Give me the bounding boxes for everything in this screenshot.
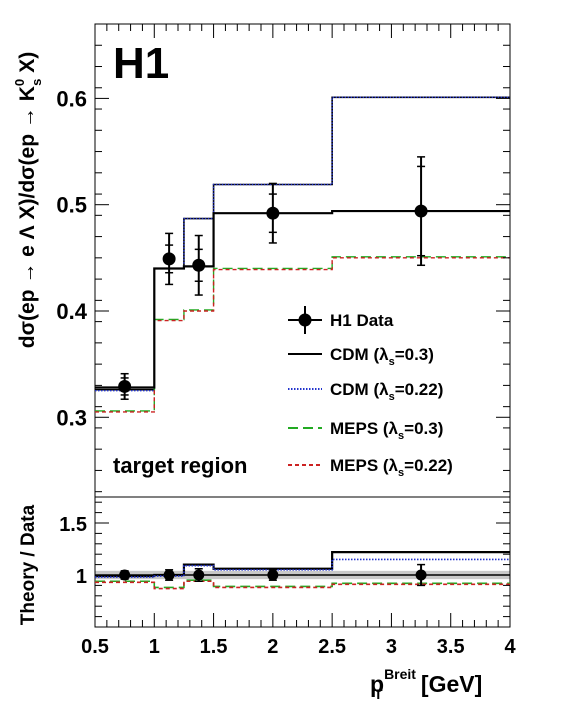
bottom-panel-frame — [94, 496, 511, 628]
top-y-label-suffix: X) — [16, 52, 39, 79]
x-label-sup: Breit — [384, 666, 416, 682]
legend-label-part: CDM (λ — [330, 345, 389, 364]
series-cdm022-line — [95, 96, 510, 392]
data-point-4-marker — [414, 204, 428, 218]
data-point-2-marker — [192, 258, 206, 272]
top-y-tick-label: 0.4 — [56, 299, 87, 324]
legend-label-sub: s — [389, 356, 395, 368]
series-meps03-line — [95, 256, 510, 412]
series-cdm03-line — [95, 96, 510, 391]
legend-label-meps03: MEPS (λs=0.3) — [330, 419, 443, 442]
ratio-point-1-marker — [163, 569, 175, 581]
x-label-sub: T — [374, 686, 383, 702]
x-tick-label: 2 — [267, 636, 278, 658]
x-tick-label: 2.5 — [318, 636, 346, 658]
legend-label-sub: s — [389, 391, 395, 403]
legend-label-part: CDM (λ — [330, 380, 389, 399]
top-y-tick-label: 0.3 — [56, 405, 87, 430]
x-label-main: p — [370, 671, 384, 697]
legend-label-part: MEPS (λ — [330, 419, 399, 438]
legend-label-cdm022: CDM (λs=0.22) — [330, 380, 443, 403]
legend-label-meps022: MEPS (λs=0.22) — [330, 456, 453, 479]
x-tick-label: 3 — [386, 636, 397, 658]
legend-label-sub: s — [398, 430, 404, 442]
bottom-y-axis-label: Theory / Data — [18, 504, 39, 625]
ratio-point-2-marker — [193, 569, 205, 581]
top-y-label-sup: 0 — [12, 79, 27, 86]
legend-label-sub: s — [398, 467, 404, 479]
legend-label-part: =0.3) — [395, 345, 434, 364]
region-annotation: target region — [113, 453, 247, 478]
bottom-y-tick-label: 1 — [76, 566, 87, 588]
legend-data-marker — [298, 313, 312, 327]
data-central-line — [95, 209, 510, 389]
top-plot-area — [95, 96, 510, 413]
x-axis-label: pBreit T [GeV] — [370, 666, 482, 702]
experiment-label: H1 — [113, 39, 169, 88]
ratio-meps03-line — [95, 579, 510, 589]
ratio-point-4-marker — [415, 569, 427, 581]
top-panel-frame — [94, 23, 511, 498]
data-point-0-marker — [118, 379, 132, 393]
top-y-label-sub: s — [29, 79, 44, 86]
x-tick-label: 3.5 — [437, 636, 465, 658]
series-meps022-line — [95, 257, 510, 413]
x-tick-label: 1 — [149, 636, 160, 658]
legend-label-part: =0.3) — [404, 419, 443, 438]
top-y-tick-label: 0.5 — [56, 193, 87, 218]
top-axis-ticks: 0.3 0.4 0.5 0.6 — [56, 24, 511, 493]
x-tick-label: 4 — [504, 636, 516, 658]
x-tick-label: 1.5 — [200, 636, 228, 658]
top-y-tick-label: 0.6 — [56, 86, 87, 111]
ratio-cdm022-line — [95, 558, 510, 578]
top-y-label-prefix: dσ(ep → e Λ X)/dσ(ep → K — [16, 86, 39, 348]
data-point-3-marker — [266, 206, 280, 220]
ratio-point-3-marker — [267, 569, 279, 581]
legend-label-cdm03: CDM (λs=0.3) — [330, 345, 434, 368]
ratio-point-0-marker — [119, 569, 131, 581]
legend-label-part: =0.22) — [404, 456, 453, 475]
bottom-plot-area — [95, 551, 510, 590]
x-label-unit: [GeV] — [415, 671, 483, 697]
bottom-axis-ticks: 1 1.5 0.5 1 1.5 2 2.5 3 3.5 4 — [59, 501, 516, 658]
x-tick-label: 0.5 — [81, 636, 109, 658]
legend-label-part: =0.22) — [395, 380, 444, 399]
bottom-y-tick-label: 1.5 — [59, 514, 87, 536]
data-point-1-marker — [162, 252, 176, 266]
legend-label-data: H1 Data — [330, 311, 394, 330]
legend-label-part: MEPS (λ — [330, 456, 399, 475]
top-y-axis-label: dσ(ep → e Λ X)/dσ(ep → K0 s X) — [12, 52, 44, 348]
